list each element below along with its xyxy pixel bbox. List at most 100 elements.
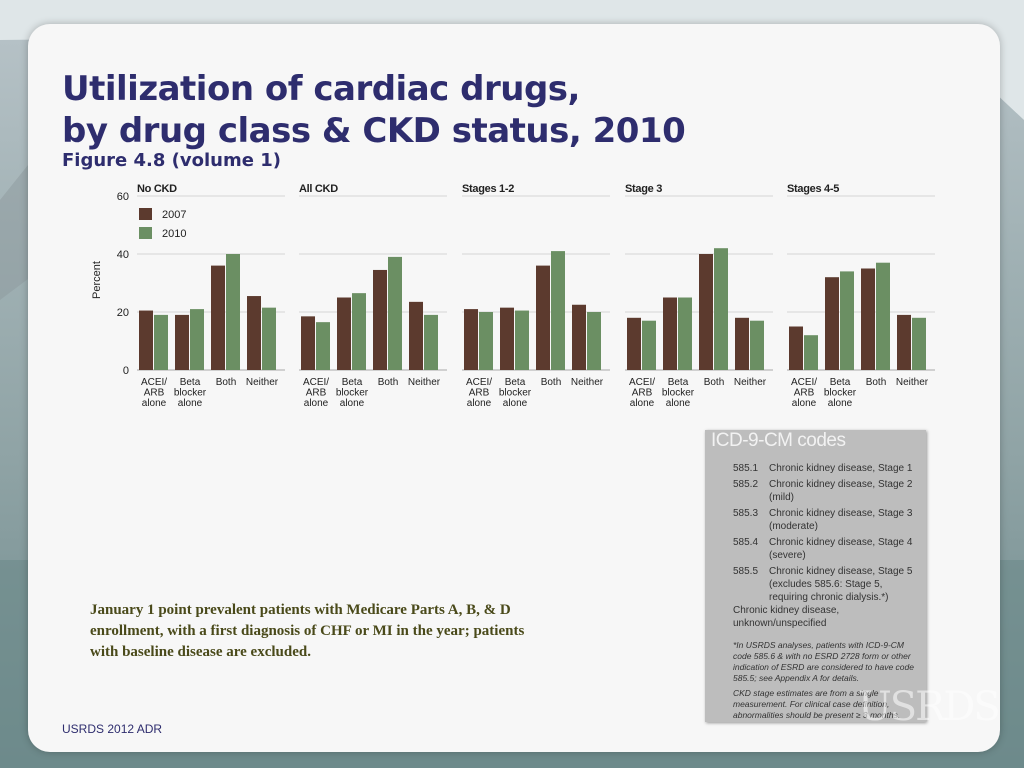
icd-desc: Chronic kidney disease, Stage 2 (mild) [769,479,913,503]
x-tick-label: blocker [174,388,207,399]
legend-label: 2010 [162,228,186,240]
bar-2007 [373,269,387,370]
bar-2010 [316,322,330,370]
x-tick-label: blocker [824,388,857,399]
y-tick-label: 40 [117,249,129,261]
icd-footnote-2: CKD stage estimates are from a single me… [733,688,901,720]
x-tick-label: alone [666,398,691,409]
x-tick-label: Beta [180,377,201,388]
bar-2010 [840,271,854,370]
bar-2010 [515,310,529,370]
bar-2010 [750,320,764,370]
x-tick-label: Neither [896,377,929,388]
bar-2010 [479,312,493,370]
bar-2010 [226,254,240,370]
page-title: Utilization of cardiac drugs, by drug cl… [62,68,686,152]
usrds-watermark: USRDS [858,684,1001,730]
y-tick-label: 20 [117,307,129,319]
x-tick-label: alone [828,398,853,409]
bar-2010 [352,293,366,370]
bar-2010 [551,251,565,370]
bar-2007 [861,268,875,370]
x-tick-label: Neither [246,377,279,388]
figure-subtitle: Figure 4.8 (volume 1) [62,150,281,171]
bar-2007 [139,310,153,370]
bar-2007 [337,297,351,370]
title-line-2: by drug class & CKD status, 2010 [62,111,686,151]
bar-2007 [301,316,315,370]
icd-row: 585.5 Chronic kidney disease, Stage 5 (ex… [733,565,923,604]
bar-2007 [789,326,803,370]
legend-swatch-2007 [139,208,152,220]
icd-row: 585.1 Chronic kidney disease, Stage 1 [733,462,923,475]
bar-2007 [500,307,514,370]
bar-2007 [735,317,749,370]
bar-2010 [642,320,656,370]
bar-2007 [464,309,478,370]
x-tick-label: alone [178,398,203,409]
x-tick-label: ACEI/ [791,377,817,388]
x-tick-label: alone [304,398,329,409]
icd-code: 585.4 [733,537,759,548]
bar-2010 [424,314,438,370]
bar-2007 [536,265,550,370]
panel-title: No CKD [137,183,177,195]
x-tick-label: Neither [734,377,767,388]
x-tick-label: Beta [342,377,363,388]
x-tick-label: Neither [571,377,604,388]
x-tick-label: blocker [499,388,532,399]
icd-codes-box: ICD-9-CM codes 585.1 Chronic kidney disea… [705,430,926,722]
x-tick-label: Beta [830,377,851,388]
x-tick-label: alone [467,398,492,409]
icd-desc: Chronic kidney disease, Stage 4 (severe) [769,537,913,561]
panel-title: Stage 3 [625,183,662,195]
icd-code: 585.1 [733,463,759,474]
x-tick-label: Both [866,377,887,388]
icd-unknown: Chronic kidney disease, unknown/unspecif… [733,605,840,629]
bar-2010 [714,248,728,370]
x-tick-label: ARB [144,388,165,399]
x-tick-label: Neither [408,377,441,388]
y-tick-label: 0 [123,365,129,377]
bar-2007 [409,301,423,370]
icd-code: 585.5 [733,566,759,577]
x-tick-label: Beta [668,377,689,388]
bar-2010 [190,309,204,370]
y-tick-label: 60 [117,191,129,203]
bar-2007 [663,297,677,370]
bar-2007 [627,317,641,370]
legend-label: 2007 [162,209,186,221]
panel-title: All CKD [299,183,338,195]
x-tick-label: ACEI/ [141,377,167,388]
bar-2007 [699,254,713,370]
bar-2007 [175,314,189,370]
bar-2010 [912,317,926,370]
bar-2010 [678,297,692,370]
x-tick-label: alone [142,398,167,409]
icd-desc: Chronic kidney disease, Stage 1 [769,463,913,474]
bar-2007 [572,304,586,370]
x-tick-label: alone [340,398,365,409]
x-tick-label: ACEI/ [303,377,329,388]
icd-code: 585.2 [733,479,759,490]
x-tick-label: Both [378,377,399,388]
x-tick-label: ACEI/ [466,377,492,388]
bar-2010 [876,262,890,370]
title-line-1: Utilization of cardiac drugs, [62,69,580,109]
bar-2007 [825,277,839,370]
bar-2007 [247,296,261,370]
population-note: January 1 point prevalent patients with … [90,602,525,660]
icd-row: 585.4 Chronic kidney disease, Stage 4 (se… [733,536,923,562]
x-tick-label: blocker [336,388,369,399]
x-tick-label: Both [541,377,562,388]
footer-label: USRDS 2012 ADR [62,722,163,736]
icd-desc: Chronic kidney disease, Stage 5 (exclude… [769,566,913,603]
x-tick-label: alone [792,398,817,409]
x-tick-label: alone [503,398,528,409]
x-tick-label: ARB [794,388,815,399]
bar-2010 [388,256,402,370]
icd-footnote-1: *In USRDS analyses, patients with ICD-9-… [733,640,914,683]
icd-desc: Chronic kidney disease, Stage 3 (moderat… [769,508,913,532]
icd-row: 585.2 Chronic kidney disease, Stage 2 (mi… [733,478,923,504]
